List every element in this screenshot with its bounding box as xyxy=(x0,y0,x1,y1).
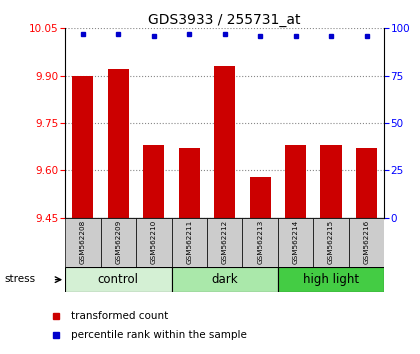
Text: GSM562215: GSM562215 xyxy=(328,219,334,264)
Bar xyxy=(278,218,313,267)
Bar xyxy=(313,218,349,267)
Bar xyxy=(65,267,171,292)
Bar xyxy=(171,267,278,292)
Text: high light: high light xyxy=(303,273,359,286)
Bar xyxy=(100,218,136,267)
Bar xyxy=(349,218,384,267)
Text: control: control xyxy=(98,273,139,286)
Bar xyxy=(242,218,278,267)
Text: transformed count: transformed count xyxy=(71,311,168,321)
Bar xyxy=(72,76,94,218)
Text: GSM562216: GSM562216 xyxy=(364,219,370,264)
Text: GSM562213: GSM562213 xyxy=(257,219,263,264)
Bar xyxy=(249,177,271,218)
Bar xyxy=(136,218,171,267)
Text: GSM562211: GSM562211 xyxy=(186,219,192,264)
Bar xyxy=(143,145,164,218)
Bar xyxy=(278,267,384,292)
Text: GSM562208: GSM562208 xyxy=(80,219,86,264)
Bar xyxy=(108,69,129,218)
Text: GSM562210: GSM562210 xyxy=(151,219,157,264)
Text: GSM562212: GSM562212 xyxy=(222,219,228,264)
Bar xyxy=(214,66,235,218)
Bar xyxy=(320,145,342,218)
Text: dark: dark xyxy=(211,273,238,286)
Text: GSM562214: GSM562214 xyxy=(293,219,299,264)
Bar xyxy=(285,145,306,218)
Text: percentile rank within the sample: percentile rank within the sample xyxy=(71,330,247,340)
Bar xyxy=(207,218,242,267)
Bar xyxy=(356,148,377,218)
Bar xyxy=(178,148,200,218)
Text: stress: stress xyxy=(4,274,35,284)
Bar xyxy=(65,218,100,267)
Bar xyxy=(171,218,207,267)
Title: GDS3933 / 255731_at: GDS3933 / 255731_at xyxy=(148,13,301,27)
Text: GSM562209: GSM562209 xyxy=(116,219,121,264)
